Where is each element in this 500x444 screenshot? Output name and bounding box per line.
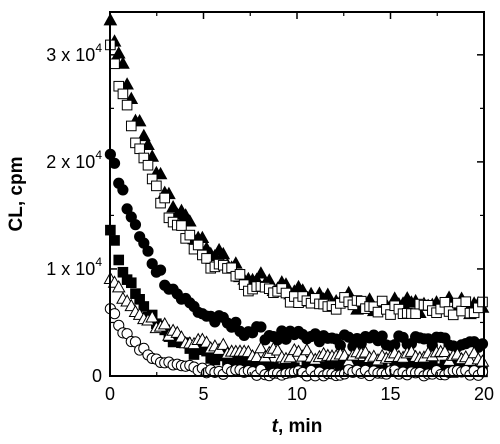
data-point (475, 354, 490, 367)
data-point (132, 114, 147, 127)
data-point (153, 166, 168, 180)
data-point (136, 128, 151, 142)
series-circle-filled (104, 148, 489, 353)
data-point (439, 296, 451, 308)
x-tick-label: 15 (380, 384, 400, 404)
y-tick-label: 2 x 104 (46, 148, 102, 172)
data-point (476, 338, 489, 350)
data-point (166, 199, 180, 213)
data-point (295, 349, 310, 362)
y-tick-label: 3 x 104 (46, 41, 102, 65)
x-axis-label-variable: t (272, 416, 279, 437)
data-point (249, 349, 264, 363)
data-marks (103, 13, 490, 382)
data-point (192, 239, 204, 251)
data-point (145, 310, 160, 323)
data-point (230, 316, 242, 328)
data-point (113, 254, 125, 266)
data-point (216, 337, 231, 350)
y-axis-label: CL, cpm (6, 157, 27, 232)
data-point (157, 317, 172, 330)
data-point (125, 120, 137, 132)
data-point (142, 159, 154, 171)
data-point (159, 192, 171, 204)
data-point (254, 266, 268, 279)
data-point (151, 180, 162, 192)
x-tick-label: 10 (287, 384, 307, 404)
data-point (116, 56, 130, 69)
x-axis-label: t, min (272, 416, 323, 437)
data-point (176, 220, 187, 231)
y-axis-ticks: 0 1 x 104 2 x 104 3 x 104 (46, 41, 484, 386)
data-point (121, 99, 133, 111)
data-point (234, 269, 246, 280)
x-axis-label-unit: , min (278, 416, 322, 437)
series-square-open (105, 39, 488, 321)
data-point (134, 143, 145, 155)
data-point (117, 184, 129, 196)
data-point (142, 245, 154, 257)
x-tick-label: 5 (198, 384, 208, 404)
x-axis-ticks: 0 5 10 15 20 (105, 12, 494, 404)
data-point (300, 342, 314, 356)
data-point (109, 235, 120, 246)
data-point (129, 219, 142, 231)
data-point (216, 246, 231, 260)
data-point (109, 58, 120, 70)
data-point (254, 340, 268, 354)
data-point (184, 229, 196, 241)
data-point (138, 301, 150, 312)
series-triangle-open (103, 271, 490, 367)
data-point (125, 277, 137, 289)
data-point (141, 137, 155, 150)
y-tick-label: 0 (92, 366, 102, 386)
data-point (376, 330, 388, 342)
data-point (182, 214, 197, 227)
data-point (477, 296, 488, 308)
y-tick-label: 1 x 104 (46, 255, 102, 279)
data-point (111, 280, 126, 293)
data-point (117, 88, 129, 100)
data-point (460, 296, 472, 307)
data-point (255, 321, 267, 333)
x-tick-label: 0 (105, 384, 115, 404)
data-point (154, 264, 167, 276)
data-point (438, 344, 452, 357)
x-tick-label: 20 (474, 384, 494, 404)
